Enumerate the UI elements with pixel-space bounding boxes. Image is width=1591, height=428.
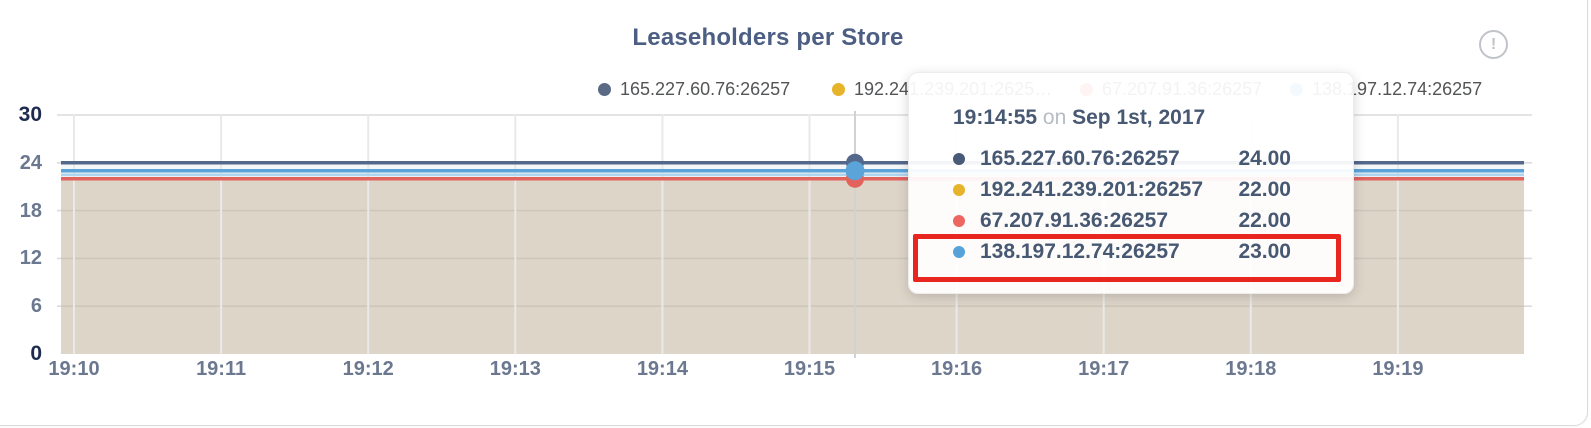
x-axis-tick-label: 19:12 [342,358,394,380]
y-axis-tick-label: 12 [19,247,42,270]
x-axis-tick-label: 19:10 [48,358,100,380]
tooltip-timestamp: 19:14:55 on Sep 1st, 2017 [953,106,1205,130]
y-axis-tick-label: 6 [30,295,42,318]
x-axis-tick-label: 19:19 [1372,358,1424,380]
tooltip-time: 19:14:55 [953,106,1038,129]
tooltip-series-value: 22.00 [1238,177,1291,201]
tooltip-series-dot-icon [953,245,965,258]
legend-item[interactable]: 165.227.60.76:26257 [598,79,790,99]
x-axis-tick-label: 19:11 [196,358,247,380]
tooltip-series-dot-icon [953,183,965,196]
tooltip-series-name: 138.197.12.74:26257 [980,239,1180,263]
tooltip-series-dot-icon [953,214,965,227]
y-axis-tick-label: 18 [19,199,42,222]
warning-icon[interactable]: ! [1479,30,1508,59]
tooltip-rows: 165.227.60.76:26257 24.00 192.241.239.201:… [953,143,1291,267]
tooltip-series-row: 165.227.60.76:26257 24.00 [953,143,1291,174]
legend-series-label: 165.227.60.76:26257 [620,78,791,99]
tooltip-series-name: 192.241.239.201:26257 [980,177,1204,201]
hover-tooltip: 19:14:55 on Sep 1st, 2017 165.227.60.76:… [908,72,1354,294]
x-axis-tick-label: 19:14 [636,358,688,380]
y-axis-tick-label: 0 [30,342,42,365]
tooltip-series-row: 138.197.12.74:26257 23.00 [953,236,1291,267]
y-axis-tick-label: 24 [19,151,42,174]
legend-series-label: 138.197.12.74:26257 [1312,78,1483,99]
x-axis-tick-label: 19:18 [1225,358,1277,380]
tooltip-date: Sep 1st, 2017 [1072,106,1206,129]
tooltip-on-word: on [1042,106,1067,129]
x-axis-tick-label: 19:17 [1078,358,1130,380]
x-axis-tick-label: 19:13 [489,358,541,380]
tooltip-series-name: 165.227.60.76:26257 [980,146,1180,170]
y-axis-tick-label: 30 [18,103,42,126]
legend-series-dot-icon [598,82,611,96]
tooltip-series-value: 23.00 [1238,239,1291,263]
x-axis-tick-label: 19:16 [931,358,983,380]
tooltip-series-row: 67.207.91.36:26257 22.00 [953,205,1291,236]
tooltip-series-row: 192.241.239.201:26257 22.00 [953,174,1291,205]
tooltip-series-value: 22.00 [1238,208,1291,232]
legend-series-dot-icon [832,82,845,96]
x-axis-tick-label: 19:15 [783,358,836,380]
chart-title: Leaseholders per Store [632,24,904,51]
tooltip-series-name: 67.207.91.36:26257 [980,208,1169,232]
tooltip-series-dot-icon [953,152,965,165]
tooltip-series-value: 24.00 [1238,146,1291,170]
